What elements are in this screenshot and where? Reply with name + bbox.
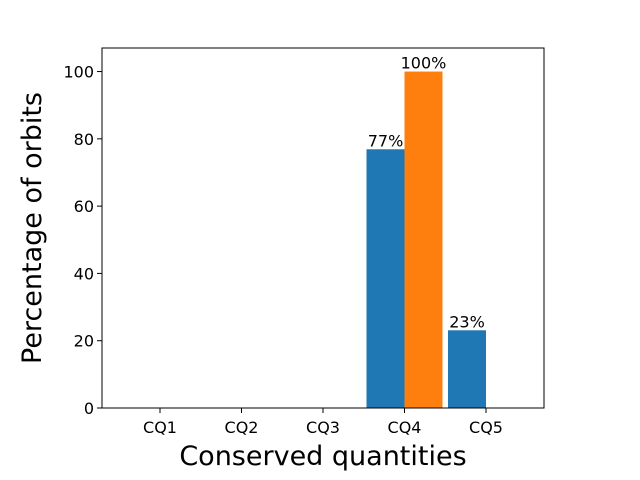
data-labels-group: 77% 23% 100% xyxy=(368,54,485,332)
x-tick-label-cq1: CQ1 xyxy=(143,418,177,437)
y-tick-label-20: 20 xyxy=(74,332,94,351)
bar-cq4-series-2 xyxy=(404,71,443,409)
y-tick-label-100: 100 xyxy=(63,63,94,82)
y-tick-label-40: 40 xyxy=(74,264,94,283)
bar-cq4-series-1 xyxy=(366,149,405,408)
data-label-cq5-series-1: 23% xyxy=(449,312,485,331)
bar-cq5-series-1 xyxy=(448,330,486,408)
x-axis-ticks: CQ1 CQ2 CQ3 CQ4 CQ5 xyxy=(143,408,503,437)
x-axis-label: Conserved quantities xyxy=(179,441,466,472)
y-tick-label-80: 80 xyxy=(74,130,94,149)
data-label-cq4-series-2: 100% xyxy=(401,54,447,73)
y-tick-label-0: 0 xyxy=(84,399,94,418)
y-axis-ticks: 0 20 40 60 80 100 xyxy=(63,63,102,418)
x-tick-label-cq3: CQ3 xyxy=(306,418,340,437)
x-tick-label-cq2: CQ2 xyxy=(225,418,259,437)
data-label-cq4-series-1: 77% xyxy=(368,131,404,150)
bars-group xyxy=(366,71,486,409)
y-tick-label-60: 60 xyxy=(74,197,94,216)
x-tick-label-cq5: CQ5 xyxy=(469,418,503,437)
y-axis-label: Percentage of orbits xyxy=(17,92,48,364)
x-tick-label-cq4: CQ4 xyxy=(388,418,422,437)
